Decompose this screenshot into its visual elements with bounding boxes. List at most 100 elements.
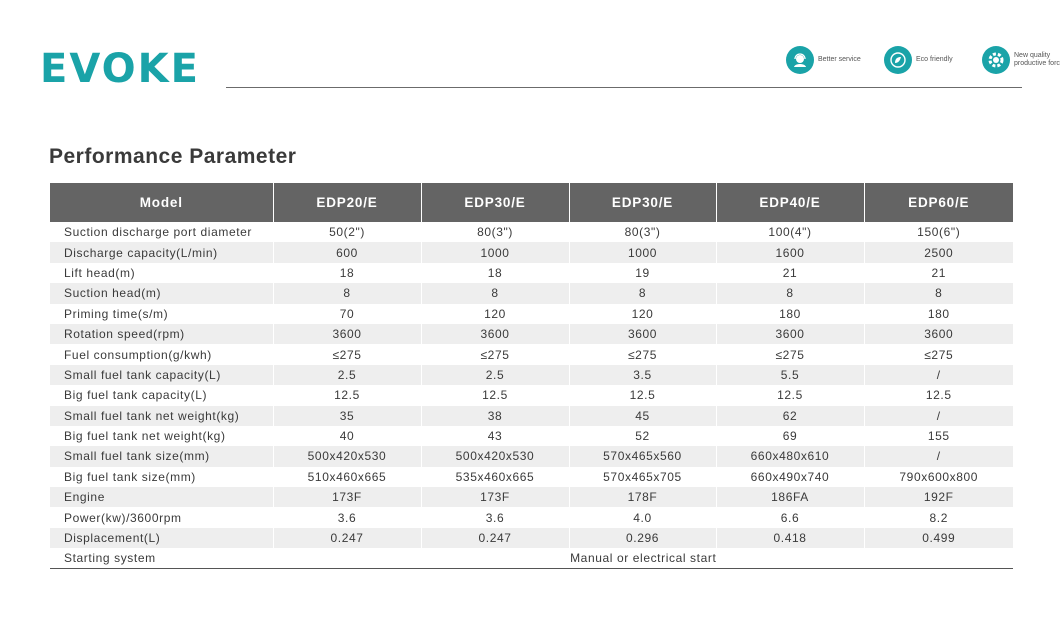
table-cell: / (864, 364, 1013, 386)
badge-text: New quality productive forces (1014, 52, 1060, 67)
table-cell: 18 (421, 262, 570, 284)
table-cell: / (864, 446, 1013, 467)
table-cell: 3600 (864, 323, 1013, 345)
table-row: Priming time(s/m) 70 120 120 180 180 (50, 303, 1013, 324)
row-label: Suction discharge port diameter (50, 222, 274, 243)
table-row: Suction head(m) 8 8 8 8 8 (50, 283, 1013, 304)
header-model-2: EDP30/E (421, 183, 570, 222)
table-cell: 12.5 (569, 385, 717, 406)
table-cell: 8 (421, 283, 570, 304)
table-cell: 8.2 (929, 510, 948, 525)
row-label: Displacement(L) (50, 527, 274, 549)
table-cell: 1000 (569, 242, 717, 263)
table-cell: 8 (273, 283, 422, 304)
table-cell: 600 (273, 242, 422, 263)
table-row: Big fuel tank size(mm) 510x460x665 535x460… (50, 466, 1013, 488)
table-cell: 19 (569, 262, 717, 284)
table-cell: 173F (421, 487, 570, 508)
table-row: Small fuel tank size(mm) 500x420x530 500x4… (50, 446, 1013, 467)
table-cell: 1600 (716, 242, 865, 263)
table-cell: 120 (421, 303, 570, 324)
table-cell: 3.6 (421, 507, 570, 528)
table-cell: 180 (716, 303, 865, 324)
table-header-row: Model EDP20/E EDP30/E EDP30/E EDP40/E ED… (50, 183, 1013, 222)
table-cell: 21 (931, 265, 947, 280)
row-label: Small fuel tank size(mm) (50, 446, 274, 467)
table-row: Big fuel tank capacity(L) 12.5 12.5 12.5 12.… (50, 385, 1013, 406)
header-model-5: EDP60/E (864, 183, 1013, 222)
table-row: Suction discharge port diameter 50(2") 80(… (50, 222, 1013, 243)
row-label: Rotation speed(rpm) (50, 323, 274, 345)
header-model: Model (50, 183, 274, 222)
row-label: Priming time(s/m) (50, 303, 274, 324)
table-cell: 18 (273, 262, 422, 284)
table-row: Rotation speed(rpm) 3600 3600 3600 3600 3600 (50, 323, 1013, 345)
table-cell: 80(3") (569, 222, 717, 243)
badge-new-quality: New quality productive forces (982, 46, 1060, 74)
table-cell: 500x420x530 (421, 446, 570, 467)
table-cell: 660x490x740 (716, 466, 865, 488)
table-cell: 3600 (421, 323, 570, 345)
table-cell: 8 (569, 283, 717, 304)
table-cell: 570x465x560 (569, 446, 717, 467)
badge-better-service: Better service (786, 46, 872, 74)
row-label: Engine (50, 487, 274, 508)
badge-text: Eco friendly (916, 56, 953, 63)
table-cell: 0.499 (864, 527, 1013, 549)
leaf-icon (884, 46, 912, 74)
table-cell: 0.247 (421, 527, 570, 549)
row-label: Big fuel tank size(mm) (50, 466, 274, 488)
table-cell: 43 (421, 425, 570, 447)
table-cell: 186FA (716, 487, 865, 508)
table-cell: 660x480x610 (716, 446, 865, 467)
table-cell: 192F (864, 487, 1013, 508)
table-cell: 62 (716, 405, 865, 426)
table-cell: 5.5 (716, 364, 865, 386)
table-cell: 21 (716, 262, 865, 284)
table-cell: 500x420x530 (273, 446, 422, 467)
header-model-4: EDP40/E (716, 183, 865, 222)
feature-badges: Better service Eco friendly New quality … (786, 46, 1060, 74)
table-cell: ≤275 (569, 344, 717, 365)
table-cell: 3.6 (273, 507, 422, 528)
table-cell: ≤275 (273, 344, 422, 365)
table-cell: 69 (716, 425, 865, 447)
table-cell: 12.5 (273, 385, 422, 406)
table-cell: 150(6") (917, 225, 961, 240)
gear-icon (982, 46, 1010, 74)
brand-logo: EVOKE (40, 46, 200, 92)
row-label: Fuel consumption(g/kwh) (50, 344, 274, 365)
row-label: Starting system (50, 548, 274, 570)
table-cell: 0.296 (569, 527, 717, 549)
table-cell: 790x600x800 (899, 469, 979, 484)
table-cell: ≤275 (716, 344, 865, 365)
table-row: Big fuel tank net weight(kg) 40 43 52 69 155 (50, 425, 1013, 447)
table-row: Displacement(L) 0.247 0.247 0.296 0.418 0.499 (50, 527, 1013, 549)
row-label: Small fuel tank capacity(L) (50, 364, 274, 386)
table-cell: 120 (569, 303, 717, 324)
row-label: Big fuel tank net weight(kg) (50, 425, 274, 447)
row-label: Discharge capacity(L/min) (50, 242, 274, 263)
performance-table: Model EDP20/E EDP30/E EDP30/E EDP40/E ED… (50, 183, 1013, 570)
section-title: Performance Parameter (49, 145, 297, 168)
table-row: Power(kw)/3600rpm 3.6 3.6 4.0 6.6 8.2 (50, 507, 1013, 528)
table-cell: 0.418 (716, 527, 865, 549)
row-label: Lift head(m) (50, 262, 274, 284)
table-cell: 6.6 (716, 507, 865, 528)
table-cell: 38 (421, 405, 570, 426)
starting-system-value: Manual or electrical start (273, 548, 1013, 570)
table-cell: 100(4") (716, 222, 865, 243)
row-label: Small fuel tank net weight(kg) (50, 405, 274, 426)
table-row: Engine 173F 173F 178F 186FA 192F (50, 487, 1013, 508)
badge-eco-friendly: Eco friendly (884, 46, 970, 74)
table-cell: 3.5 (569, 364, 717, 386)
table-cell: 2500 (864, 242, 1013, 263)
row-label: Big fuel tank capacity(L) (50, 385, 274, 406)
table-row: Fuel consumption(g/kwh) ≤275 ≤275 ≤275 ≤275 ≤… (50, 344, 1013, 365)
table-cell: 2.5 (273, 364, 422, 386)
table-cell: 510x460x665 (273, 466, 422, 488)
table-cell: 70 (273, 303, 422, 324)
table-row: Small fuel tank net weight(kg) 35 38 45 62/ (50, 405, 1013, 426)
table-cell: 4.0 (569, 507, 717, 528)
table-cell: 80(3") (421, 222, 570, 243)
